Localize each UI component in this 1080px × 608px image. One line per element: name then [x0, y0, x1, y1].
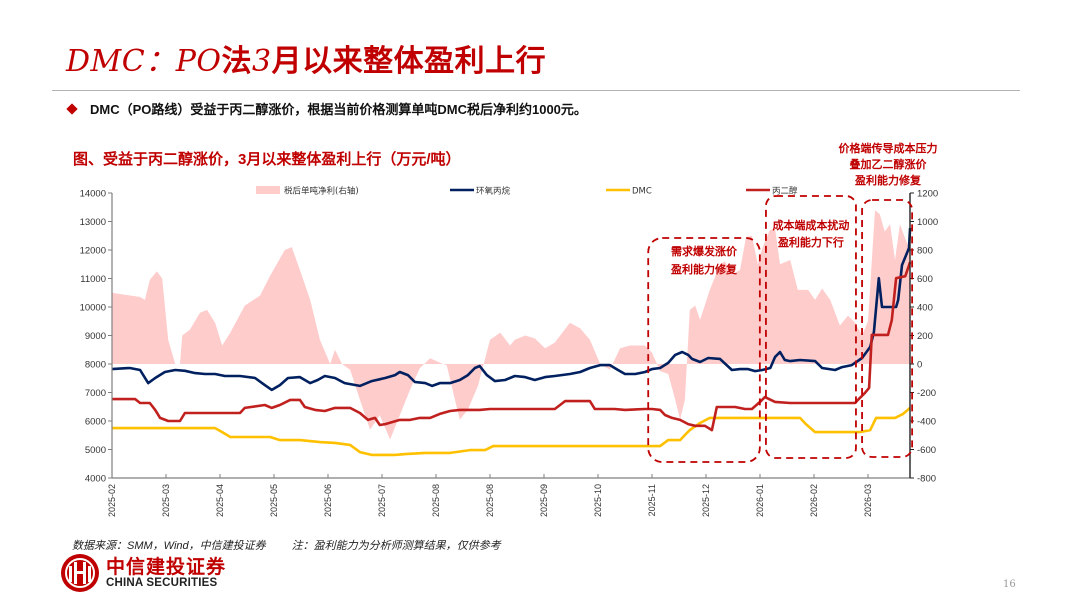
data-source: 数据来源：SMM，Wind，中信建投证券 [72, 540, 266, 552]
annotation-box [765, 195, 857, 459]
annotation-label: 盈利能力下行 [777, 235, 844, 249]
annotation-label: 盈利能力修复 [854, 173, 922, 187]
left-y-tick-label: 7000 [85, 388, 106, 399]
x-tick-label: 2025-10 [593, 484, 603, 517]
annotation-label: 价格端传导成本压力 [839, 141, 938, 155]
x-tick-label: 2025-07 [377, 484, 387, 517]
legend-label: 丙二醇 [772, 186, 798, 197]
page-title-part: 法 [221, 44, 253, 79]
left-y-tick-label: 10000 [80, 303, 106, 314]
right-y-tick-label: 800 [917, 246, 933, 257]
analysis-note: 注：盈利能力为分析师测算结果，仅供参考 [291, 540, 501, 552]
annotation-box [647, 237, 761, 463]
x-tick-label: 2025-06 [323, 484, 333, 517]
right-y-tick-label: 600 [917, 274, 933, 285]
bullet-text: DMC（PO路线）受益于丙二醇涨价，根据当前价格测算单吨DMC税后净利约1000… [90, 102, 587, 117]
annotation-label: 叠加乙二醇涨价 [850, 157, 928, 171]
legend-label: 环氧丙烷 [476, 186, 511, 197]
x-tick-label: 2026-03 [863, 484, 873, 517]
x-tick-label: 2025-05 [269, 484, 279, 517]
x-tick-label: 2025-08 [431, 484, 441, 517]
company-logo: 中信建投证券 CHINA SECURITIES [60, 553, 226, 593]
left-y-tick-label: 9000 [85, 331, 106, 342]
right-y-tick-label: 200 [917, 331, 933, 342]
right-y-tick-label: 1000 [917, 217, 938, 228]
legend-swatch-profit [256, 186, 280, 194]
x-tick-label: 2025-12 [701, 484, 711, 517]
left-y-tick-label: 12000 [80, 246, 106, 257]
right-y-tick-label: 1200 [917, 189, 938, 200]
page-title-part: DMC：PO [66, 44, 222, 79]
x-tick-label: 2025-11 [647, 484, 657, 516]
left-y-tick-label: 8000 [85, 360, 106, 371]
annotation-label: 需求爆发涨价 [671, 244, 738, 258]
bullet-point: DMC（PO路线）受益于丙二醇涨价，根据当前价格测算单吨DMC税后净利约1000… [66, 99, 587, 118]
left-y-tick-label: 4000 [85, 474, 106, 485]
source-note: 数据来源：SMM，Wind，中信建投证券 注：盈利能力为分析师测算结果，仅供参考 [72, 537, 501, 553]
right-y-tick-label: 400 [917, 303, 933, 314]
x-tick-label: 2025-03 [161, 484, 171, 517]
legend-label: DMC [632, 187, 652, 197]
x-tick-label: 2026-02 [809, 484, 819, 517]
page-title-part: 3 [252, 44, 272, 79]
annotation-box [861, 199, 914, 458]
logo-english-name: CHINA SECURITIES [106, 576, 218, 589]
x-tick-label: 2025-08 [485, 484, 495, 517]
dmc-price-line [112, 406, 911, 457]
propylene-oxide-price-line [111, 228, 912, 392]
left-y-tick-label: 6000 [85, 417, 106, 428]
legend-label: 税后单吨净利(右轴) [284, 186, 359, 197]
right-y-tick-label: -600 [917, 445, 936, 456]
propylene-glycol-price-line [112, 261, 912, 432]
citic-emblem-icon [61, 554, 99, 592]
page-title: DMC：PO法3月以来整体盈利上行 [66, 36, 546, 80]
right-y-tick-label: -400 [917, 417, 936, 428]
left-y-tick-label: 14000 [80, 189, 106, 200]
logo-chinese-name: 中信建投证券 [106, 555, 227, 578]
left-y-tick-label: 13000 [80, 217, 106, 228]
x-tick-label: 2025-02 [107, 484, 117, 517]
annotation-label: 成本端成本扰动 [772, 218, 849, 232]
left-y-tick-label: 5000 [85, 445, 106, 456]
x-tick-label: 2026-01 [755, 484, 765, 517]
right-y-tick-label: 0 [917, 360, 922, 371]
right-y-tick-label: -200 [917, 388, 936, 399]
annotation-label: 盈利能力修复 [670, 262, 738, 276]
figure-title: 图、受益于丙二醇涨价，3月以来整体盈利上行（万元/吨） [73, 151, 461, 168]
x-tick-label: 2025-04 [215, 484, 225, 517]
title-divider [52, 90, 1020, 91]
page-number: 16 [1003, 579, 1016, 590]
x-tick-label: 2025-09 [539, 484, 549, 517]
profit-area-series [112, 210, 911, 440]
right-y-tick-label: -800 [917, 474, 936, 485]
page-title-part: 月以来整体盈利上行 [271, 44, 547, 79]
left-y-tick-label: 11000 [80, 274, 106, 285]
